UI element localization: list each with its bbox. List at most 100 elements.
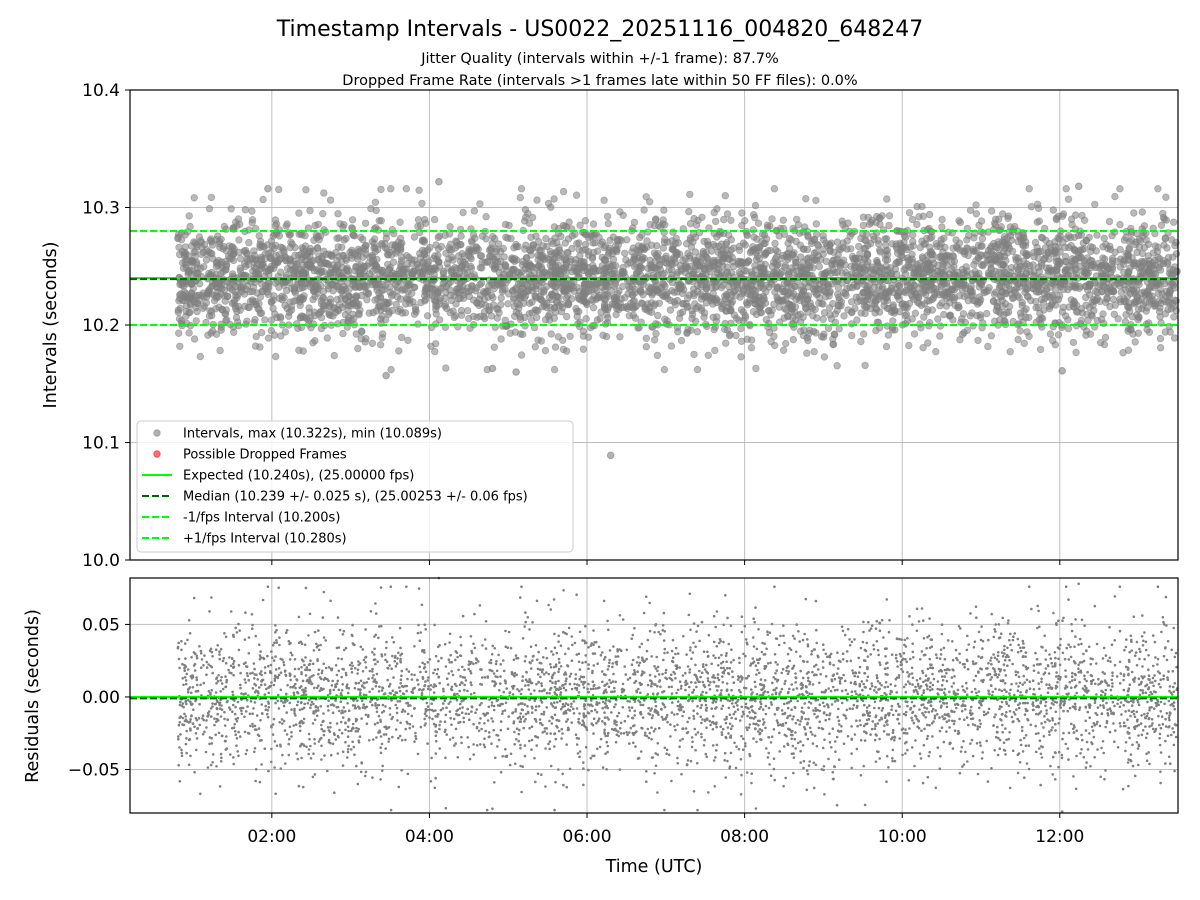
interval-point bbox=[699, 249, 707, 258]
residual-point bbox=[180, 754, 184, 758]
residual-point bbox=[283, 729, 287, 732]
interval-point bbox=[1124, 327, 1132, 335]
interval-point bbox=[923, 308, 931, 316]
interval-point bbox=[311, 337, 319, 345]
interval-point bbox=[414, 215, 423, 224]
interval-point bbox=[603, 212, 612, 221]
interval-point bbox=[1001, 289, 1010, 297]
interval-point bbox=[690, 350, 698, 359]
interval-point bbox=[895, 258, 903, 266]
interval-point bbox=[396, 218, 404, 226]
interval-point bbox=[694, 216, 702, 225]
interval-point bbox=[442, 249, 450, 257]
interval-point bbox=[747, 344, 756, 352]
interval-point bbox=[654, 249, 662, 258]
interval-point bbox=[1084, 286, 1092, 294]
interval-point bbox=[851, 304, 859, 313]
interval-point bbox=[1070, 233, 1079, 241]
interval-point bbox=[202, 256, 211, 264]
interval-point bbox=[271, 216, 280, 224]
interval-point bbox=[434, 233, 442, 242]
interval-point bbox=[840, 288, 848, 297]
interval-point bbox=[802, 194, 810, 203]
interval-point bbox=[508, 255, 516, 263]
interval-point bbox=[454, 252, 463, 260]
interval-point bbox=[330, 351, 338, 360]
residual-point bbox=[1104, 688, 1108, 692]
interval-point bbox=[1035, 282, 1043, 290]
interval-point bbox=[183, 294, 191, 302]
interval-point bbox=[978, 235, 987, 243]
residual-point bbox=[987, 707, 991, 711]
interval-point bbox=[384, 299, 392, 307]
interval-point bbox=[954, 304, 962, 312]
interval-point bbox=[1170, 313, 1178, 321]
interval-point bbox=[732, 331, 740, 340]
residual-point bbox=[746, 714, 749, 718]
residual-point bbox=[277, 707, 281, 710]
legend-label-median: Median (10.239 +/- 0.025 s), (25.00253 +… bbox=[183, 490, 528, 505]
interval-point bbox=[918, 202, 926, 211]
interval-point bbox=[1003, 248, 1012, 257]
interval-point bbox=[306, 314, 315, 322]
residual-point bbox=[703, 738, 706, 742]
residual-point bbox=[794, 650, 798, 654]
interval-point bbox=[747, 247, 755, 255]
residual-point bbox=[782, 634, 785, 638]
interval-point bbox=[1012, 253, 1020, 262]
interval-point bbox=[712, 217, 720, 226]
interval-point bbox=[741, 311, 749, 320]
interval-point bbox=[213, 292, 221, 300]
residual-point bbox=[324, 666, 328, 670]
interval-point bbox=[418, 236, 427, 244]
interval-point bbox=[301, 231, 309, 240]
residual-point bbox=[951, 719, 954, 723]
interval-point bbox=[847, 245, 855, 253]
interval-point bbox=[497, 247, 505, 256]
interval-point bbox=[506, 329, 514, 337]
interval-point bbox=[801, 292, 810, 300]
interval-point bbox=[248, 207, 256, 215]
residual-point bbox=[919, 757, 923, 760]
residual-point bbox=[1039, 783, 1042, 787]
interval-point bbox=[516, 330, 525, 338]
interval-point bbox=[1165, 269, 1174, 277]
interval-point bbox=[1087, 261, 1095, 269]
residual-point bbox=[590, 699, 593, 702]
interval-point bbox=[368, 339, 377, 347]
interval-point bbox=[1120, 295, 1128, 303]
interval-point bbox=[309, 295, 317, 304]
residual-point bbox=[346, 691, 350, 695]
interval-point bbox=[859, 213, 868, 221]
interval-point bbox=[388, 225, 396, 234]
interval-point bbox=[743, 231, 751, 240]
interval-point bbox=[983, 309, 991, 318]
interval-point bbox=[682, 299, 690, 308]
interval-point bbox=[1077, 231, 1086, 239]
interval-point bbox=[737, 306, 746, 314]
residual-point bbox=[519, 692, 523, 696]
interval-point bbox=[270, 331, 279, 339]
interval-point bbox=[1024, 293, 1032, 301]
interval-point bbox=[977, 217, 986, 225]
interval-point bbox=[527, 251, 535, 259]
interval-point bbox=[223, 292, 232, 301]
interval-point bbox=[863, 250, 871, 258]
interval-point bbox=[920, 313, 928, 321]
interval-point bbox=[388, 306, 396, 315]
interval-point bbox=[418, 268, 426, 277]
interval-point bbox=[450, 292, 458, 300]
residual-point bbox=[565, 720, 568, 723]
residual-point bbox=[443, 642, 447, 646]
interval-point bbox=[992, 306, 1000, 315]
residual-point bbox=[1123, 648, 1126, 652]
interval-point bbox=[235, 236, 243, 244]
interval-point bbox=[574, 294, 583, 303]
interval-point bbox=[576, 221, 584, 229]
interval-point bbox=[686, 190, 694, 199]
interval-point bbox=[844, 306, 852, 314]
interval-point bbox=[843, 237, 851, 245]
interval-point bbox=[724, 299, 732, 307]
residual-point bbox=[492, 708, 496, 712]
interval-point bbox=[397, 260, 405, 268]
